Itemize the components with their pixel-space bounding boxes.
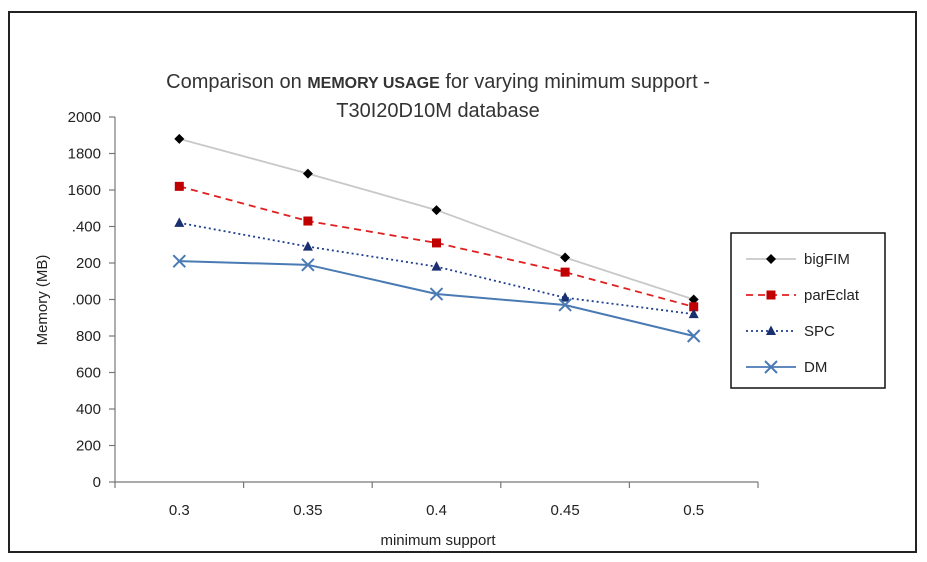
series-spc (174, 217, 699, 319)
y-tick-label: 200 (76, 255, 101, 272)
chart-title-strong: MEMORY USAGE (307, 75, 440, 92)
y-tick-label: 200 (76, 438, 101, 455)
legend-dm-point (764, 360, 778, 374)
x-tick-label: 0.5 (683, 502, 704, 519)
legend-pareclat-point (766, 290, 776, 300)
legend-spc-point (766, 325, 776, 335)
legend-item-bigfim: bigFIM (746, 251, 850, 268)
legend-item-pareclat: parEclat (746, 287, 860, 304)
y-tick-label: 400 (76, 401, 101, 418)
series-spc-point (431, 261, 442, 271)
legend-item-spc: SPC (746, 323, 835, 340)
series-pareclat (174, 181, 699, 312)
x-ticks: 0.3 0.35 0.4 0.45 0.5 (114, 482, 759, 519)
series-dm-point (301, 258, 315, 272)
legend-item-dm: DM (746, 359, 827, 376)
series-spc-point (560, 292, 571, 302)
y-tick-label: 800 (76, 328, 101, 345)
chart-title-suffix: for varying minimum support - (440, 71, 710, 93)
legend-label-pareclat: parEclat (804, 287, 860, 304)
series-dm-point (558, 298, 572, 312)
series-spc-point (174, 217, 185, 227)
series-pareclat-point (560, 267, 570, 277)
y-tick-label: 0 (93, 474, 101, 491)
legend-items: bigFIM parEclat SPC DM (746, 251, 860, 376)
series-bigfim-point (431, 205, 442, 216)
series-group (172, 133, 701, 343)
series-bigfim-point (688, 294, 699, 305)
legend: bigFIM parEclat SPC DM (730, 232, 886, 389)
y-tick-label: 2000 (68, 109, 101, 126)
x-tick-label: 0.35 (293, 502, 322, 519)
series-spc-point (302, 241, 313, 251)
chart-title-prefix: Comparison on (166, 71, 307, 93)
x-tick-label: 0.4 (426, 502, 447, 519)
y-tick-label: .400 (72, 219, 101, 236)
series-dm-point (429, 287, 444, 301)
y-tick-label: .000 (72, 292, 101, 309)
chart-title-line2: T30I20D10M database (336, 100, 539, 122)
legend-label-dm: DM (804, 359, 827, 376)
series-bigfim (174, 133, 699, 305)
series-spc-point (688, 308, 699, 319)
y-axis-title: Memory (MB) (34, 255, 51, 346)
series-pareclat-point (174, 181, 184, 191)
y-tick-label: 1600 (68, 182, 101, 199)
legend-label-spc: SPC (804, 323, 835, 340)
series-pareclat-point (432, 238, 441, 248)
y-tick-label: 600 (76, 365, 101, 382)
y-ticks: 0 200 400 600 800 .000 200 .400 1600 1800 2000 (68, 109, 115, 491)
x-tick-label: 0.3 (169, 502, 190, 519)
series-pareclat-point (689, 302, 699, 312)
legend-label-bigfim: bigFIM (804, 251, 850, 268)
y-tick-label: 1800 (68, 146, 101, 163)
legend-bigfim-point (766, 254, 776, 264)
series-dm (172, 254, 701, 343)
x-axis-title: minimum support (380, 532, 496, 549)
series-bigfim-point (174, 133, 185, 144)
series-pareclat-point (303, 216, 313, 226)
series-bigfim-point (302, 168, 313, 179)
series-bigfim-point (560, 252, 571, 263)
x-tick-label: 0.45 (550, 502, 579, 519)
series-pareclat-line (179, 185, 694, 308)
series-dm-point (686, 329, 701, 343)
chart-title-line1: Comparison on MEMORY USAGE for varying m… (166, 71, 710, 93)
series-dm-point (172, 254, 187, 268)
